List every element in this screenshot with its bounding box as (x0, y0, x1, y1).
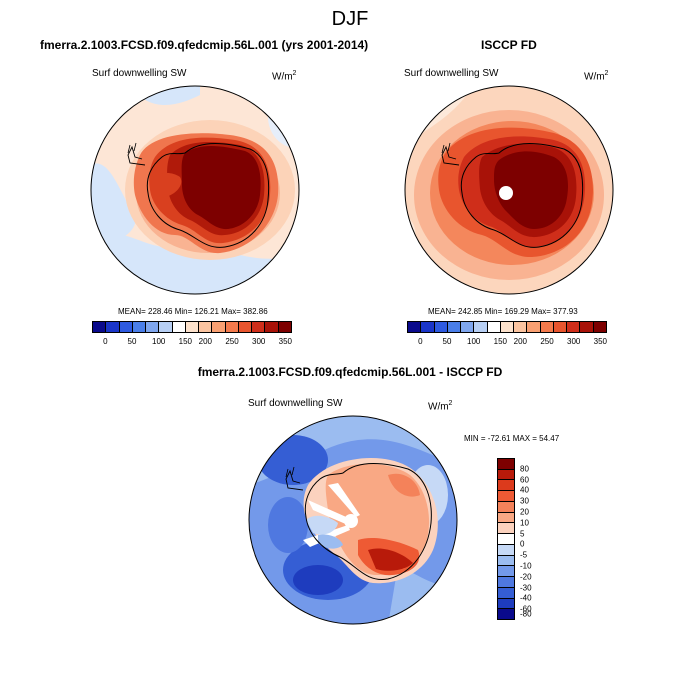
diff-tick: 5 (520, 529, 525, 539)
right-colorbar-swatch (539, 322, 553, 332)
left-colorbar-swatch (105, 322, 119, 332)
diff-tick: 30 (520, 496, 529, 506)
diff-tick: -5 (520, 550, 528, 560)
diff-units-label: W/m2 (428, 400, 453, 413)
left-tick: 0 (103, 337, 108, 346)
diff-colorbar-swatch (498, 586, 514, 598)
left-panel-title: fmerra.2.1003.FCSD.f09.qfedcmip.56L.001 … (40, 38, 369, 52)
diff-colorbar-swatch (498, 511, 514, 523)
left-tick: 50 (127, 337, 137, 346)
diff-tick: 60 (520, 475, 529, 485)
right-colorbar-swatch (473, 322, 487, 332)
diff-colorbar-swatch (498, 565, 514, 577)
diff-tick: 20 (520, 507, 529, 517)
left-tick: 250 (225, 337, 239, 346)
diff-colorbar-swatch (498, 576, 514, 587)
right-colorbar-swatch (526, 322, 540, 332)
left-variable-label: Surf downwelling SW (92, 68, 187, 79)
diff-panel-title: fmerra.2.1003.FCSD.f09.qfedcmip.56L.001 … (197, 365, 503, 379)
right-tick: 200 (513, 337, 527, 346)
right-tick: 100 (467, 337, 481, 346)
left-colorbar-swatch (145, 322, 159, 332)
left-colorbar-swatch (171, 322, 185, 332)
left-colorbar-swatch (211, 322, 225, 332)
diff-stats: MIN = -72.61 MAX = 54.47 (464, 434, 560, 443)
diff-tick: 40 (520, 485, 529, 495)
diff-colorbar (497, 458, 515, 620)
diff-tick: -30 (520, 583, 532, 593)
right-stats: MEAN= 242.85 Min= 169.29 Max= 377.93 (428, 307, 578, 316)
figure-title: DJF (331, 8, 369, 30)
right-colorbar-swatch (592, 322, 606, 332)
left-colorbar-swatch (224, 322, 238, 332)
right-polar-map (404, 85, 614, 295)
diff-tick: -20 (520, 572, 532, 582)
right-units-label: W/m2 (584, 70, 609, 83)
right-tick: 150 (493, 337, 507, 346)
diff-colorbar-swatch (498, 597, 514, 609)
diff-colorbar-swatch (498, 479, 514, 491)
left-colorbar-swatch (131, 322, 146, 332)
diff-colorbar-swatch (498, 533, 514, 544)
right-colorbar-swatch (408, 322, 421, 332)
right-colorbar-swatch (513, 322, 527, 332)
right-tick: 350 (593, 337, 607, 346)
right-tick: 250 (540, 337, 554, 346)
left-colorbar-swatch (277, 322, 291, 332)
diff-tick: 0 (520, 539, 525, 549)
left-colorbar-swatch (264, 322, 278, 332)
right-colorbar-swatch (552, 322, 567, 332)
diff-variable-label: Surf downwelling SW (248, 398, 343, 409)
left-colorbar-swatch (118, 322, 132, 332)
diff-colorbar-swatch (498, 490, 514, 501)
left-tick: 150 (178, 337, 192, 346)
left-colorbar (92, 321, 292, 333)
diff-colorbar-swatch (498, 468, 514, 480)
right-colorbar-swatch (486, 322, 500, 332)
left-colorbar-swatch (184, 322, 199, 332)
diff-polar-map (248, 415, 458, 625)
left-colorbar-swatch (237, 322, 252, 332)
diff-tick: -10 (520, 561, 532, 571)
left-tick: 350 (278, 337, 292, 346)
diff-colorbar-swatch (498, 554, 514, 566)
diff-colorbar-swatch (498, 522, 514, 534)
diff-colorbar-swatch (498, 459, 514, 469)
left-colorbar-swatch (93, 322, 106, 332)
diff-tick: -40 (520, 593, 532, 603)
right-panel-title: ISCCP FD (481, 38, 537, 52)
left-colorbar-swatch (251, 322, 265, 332)
right-colorbar-ticks: 0 50 100 150 200 250 300 350 (407, 337, 607, 349)
right-colorbar-swatch (446, 322, 461, 332)
right-colorbar-swatch (420, 322, 434, 332)
diff-tick: 80 (520, 464, 529, 474)
right-tick: 50 (442, 337, 452, 346)
right-tick: 0 (418, 337, 423, 346)
left-colorbar-ticks: 0 50 100 150 200 250 300 350 (92, 337, 292, 349)
left-colorbar-swatch (198, 322, 212, 332)
left-stats: MEAN= 228.46 Min= 126.21 Max= 382.86 (118, 307, 268, 316)
left-tick: 300 (252, 337, 266, 346)
diff-colorbar-swatch (498, 543, 514, 555)
right-variable-label: Surf downwelling SW (404, 68, 499, 79)
left-units-label: W/m2 (272, 70, 297, 83)
right-colorbar (407, 321, 607, 333)
diff-colorbar-swatch (498, 500, 514, 512)
right-colorbar-swatch (433, 322, 447, 332)
diff-tick: -60 (520, 604, 532, 614)
diff-tick: 10 (520, 518, 529, 528)
right-colorbar-swatch (566, 322, 580, 332)
right-tick: 300 (567, 337, 581, 346)
right-colorbar-swatch (499, 322, 514, 332)
left-polar-map (90, 85, 300, 295)
diff-colorbar-ticks: 80 60 40 30 20 10 5 0 -5 -10 -20 -30 -40… (520, 458, 550, 620)
left-tick: 100 (152, 337, 166, 346)
right-colorbar-swatch (460, 322, 474, 332)
left-tick: 200 (198, 337, 212, 346)
diff-tick: -80 (520, 609, 532, 619)
right-colorbar-swatch (579, 322, 593, 332)
left-colorbar-swatch (158, 322, 172, 332)
diff-colorbar-swatch (498, 608, 514, 620)
